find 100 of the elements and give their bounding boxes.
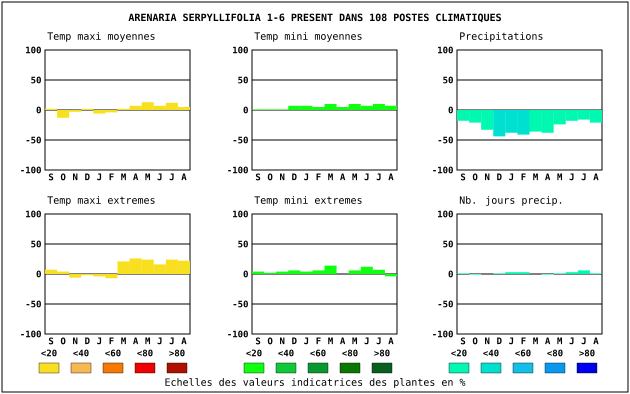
x-tick-label: D bbox=[85, 338, 90, 344]
x-tick-label: A bbox=[593, 338, 599, 344]
x-tick-label: J bbox=[582, 174, 586, 180]
x-tick-label: M bbox=[557, 338, 562, 344]
y-tick-label: 50 bbox=[443, 76, 453, 84]
y-tick-label: 100 bbox=[26, 210, 41, 218]
x-tick-label: S bbox=[48, 338, 54, 344]
y-tick-label: -100 bbox=[228, 166, 248, 174]
x-tick-label: M bbox=[352, 174, 358, 180]
x-tick-label: A bbox=[340, 174, 346, 180]
category-label: >80 bbox=[579, 350, 595, 356]
x-tick-label: J bbox=[570, 338, 574, 344]
category-label: <80 bbox=[342, 350, 358, 356]
x-tick-label: F bbox=[110, 174, 114, 180]
x-tick-label: J bbox=[376, 338, 381, 344]
chart-title: Temp mini moyennes bbox=[254, 32, 362, 42]
chart-title: Nb. jours precip. bbox=[460, 196, 562, 206]
y-tick-label: 100 bbox=[233, 210, 248, 218]
x-tick-label: O bbox=[60, 174, 66, 180]
y-tick-label: 0 bbox=[244, 106, 248, 114]
x-tick-label: J bbox=[158, 338, 162, 344]
x-tick-label: J bbox=[170, 174, 174, 180]
x-tick-label: J bbox=[509, 338, 514, 344]
x-tick-label: O bbox=[268, 338, 272, 344]
x-tick-label: S bbox=[48, 174, 54, 180]
y-tick-label: -100 bbox=[228, 330, 248, 338]
x-tick-label: A bbox=[388, 174, 394, 180]
x-tick-label: A bbox=[181, 338, 187, 344]
chart-title: Temp maxi moyennes bbox=[47, 32, 155, 42]
category-label: <20 bbox=[451, 350, 467, 356]
y-tick-label: -100 bbox=[21, 166, 41, 174]
x-tick-label: J bbox=[97, 174, 102, 180]
x-tick-label: M bbox=[328, 338, 333, 344]
y-tick-label: -50 bbox=[26, 136, 41, 144]
y-tick-label: -50 bbox=[438, 300, 453, 308]
y-tick-label: 50 bbox=[31, 240, 41, 248]
text: Echelles des valeurs indicatrices des plantes en % bbox=[165, 378, 466, 388]
x-tick-label: J bbox=[304, 338, 308, 344]
x-tick-label: N bbox=[73, 338, 78, 344]
x-tick-label: A bbox=[545, 338, 550, 344]
x-tick-label: J bbox=[170, 338, 174, 344]
x-tick-label: N bbox=[485, 174, 490, 180]
x-tick-label: S bbox=[256, 174, 260, 180]
x-tick-label: A bbox=[133, 338, 138, 344]
x-tick-label: S bbox=[460, 174, 466, 180]
x-tick-label: A bbox=[388, 338, 394, 344]
x-tick-label: A bbox=[340, 338, 346, 344]
x-tick-label: M bbox=[352, 338, 358, 344]
x-tick-label: F bbox=[522, 338, 526, 344]
x-tick-label: M bbox=[121, 174, 126, 180]
text: ARENARIA SERPYLLIFOLIA 1-6 PRESENT DANS 108 POSTES CLIMATIQUES bbox=[128, 14, 501, 22]
y-tick-label: -100 bbox=[433, 330, 453, 338]
x-tick-label: N bbox=[280, 338, 284, 344]
x-tick-label: M bbox=[533, 174, 538, 180]
x-tick-label: O bbox=[268, 174, 272, 180]
x-tick-label: J bbox=[158, 174, 162, 180]
chart-title: Temp maxi extremes bbox=[47, 196, 155, 206]
y-tick-label: 0 bbox=[448, 106, 453, 114]
x-tick-label: D bbox=[292, 338, 297, 344]
y-tick-label: 50 bbox=[238, 76, 248, 84]
x-tick-label: J bbox=[364, 174, 369, 180]
x-tick-label: F bbox=[522, 174, 526, 180]
category-label: <60 bbox=[310, 350, 326, 356]
x-tick-label: D bbox=[85, 174, 90, 180]
category-label: >80 bbox=[374, 350, 390, 356]
x-tick-label: M bbox=[557, 174, 562, 180]
x-tick-label: N bbox=[280, 174, 284, 180]
y-tick-label: -50 bbox=[234, 136, 248, 144]
y-tick-label: 100 bbox=[438, 210, 453, 218]
x-tick-label: A bbox=[593, 174, 599, 180]
y-tick-label: 100 bbox=[26, 46, 41, 54]
x-tick-label: J bbox=[509, 174, 514, 180]
x-tick-label: S bbox=[256, 338, 260, 344]
y-tick-label: 100 bbox=[438, 46, 453, 54]
chart-title: Precipitations bbox=[460, 32, 542, 42]
category-label: <20 bbox=[246, 350, 262, 356]
x-tick-label: F bbox=[316, 338, 321, 344]
category-label: <40 bbox=[73, 350, 89, 356]
x-tick-label: A bbox=[181, 174, 187, 180]
x-tick-label: D bbox=[497, 174, 502, 180]
x-tick-label: J bbox=[364, 338, 369, 344]
x-tick-label: N bbox=[73, 174, 78, 180]
chart-title: Temp mini extremes bbox=[254, 196, 362, 206]
category-label: <80 bbox=[137, 350, 153, 356]
category-label: <40 bbox=[483, 350, 499, 356]
y-tick-label: 50 bbox=[31, 76, 41, 84]
category-label: <60 bbox=[105, 350, 121, 356]
x-tick-label: J bbox=[582, 338, 586, 344]
y-tick-label: 0 bbox=[244, 270, 248, 278]
x-tick-label: F bbox=[110, 338, 114, 344]
x-tick-label: D bbox=[497, 338, 502, 344]
x-tick-label: J bbox=[570, 174, 574, 180]
x-tick-label: N bbox=[485, 338, 490, 344]
y-tick-label: 50 bbox=[238, 240, 248, 248]
x-tick-label: J bbox=[97, 338, 102, 344]
x-tick-label: O bbox=[472, 174, 478, 180]
x-tick-label: S bbox=[460, 338, 466, 344]
x-tick-label: A bbox=[545, 174, 550, 180]
y-tick-label: -50 bbox=[438, 136, 453, 144]
x-tick-label: O bbox=[472, 338, 478, 344]
